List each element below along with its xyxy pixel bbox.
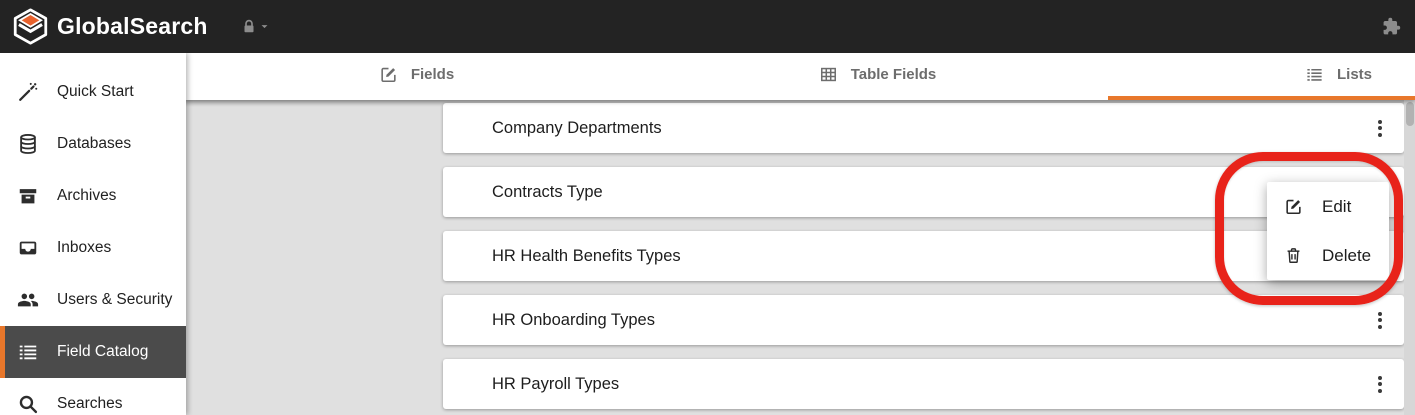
context-menu-label: Delete <box>1322 245 1372 265</box>
lock-icon <box>244 19 254 32</box>
archive-icon <box>17 185 39 207</box>
sidebar-item-label: Searches <box>57 395 123 412</box>
app-title: GlobalSearch <box>57 13 208 39</box>
vertical-scrollbar-track <box>1404 100 1415 415</box>
tab-fields[interactable]: Fields <box>186 53 647 100</box>
lists-collection: Company Departments Contracts Type HR He… <box>443 103 1404 415</box>
sidebar-item-searches[interactable]: Searches <box>0 378 186 415</box>
kebab-menu-icon[interactable] <box>1372 371 1388 397</box>
kebab-menu-icon[interactable] <box>1372 307 1388 333</box>
tab-label: Lists <box>1336 66 1372 83</box>
context-menu-item-delete[interactable]: Delete <box>1267 231 1389 280</box>
table-icon <box>820 67 836 82</box>
kebab-menu-icon[interactable] <box>1372 115 1388 141</box>
vertical-scrollbar-thumb[interactable] <box>1405 102 1414 126</box>
list-row-label: HR Onboarding Types <box>492 310 655 329</box>
sidebar-item-label: Field Catalog <box>57 343 149 360</box>
list-row-hr-onboarding-types[interactable]: HR Onboarding Types <box>443 295 1404 345</box>
list-row-company-departments[interactable]: Company Departments <box>443 103 1404 153</box>
list-icon <box>17 341 39 363</box>
sidebar-item-label: Quick Start <box>57 83 134 100</box>
tab-table-fields[interactable]: Table Fields <box>647 53 1108 100</box>
sidebar-item-archives[interactable]: Archives <box>0 170 186 222</box>
app-header: GlobalSearch <box>0 0 1415 53</box>
main-panel: Fields Table Fields Lists <box>186 53 1415 415</box>
list-row-label: HR Payroll Types <box>492 374 620 393</box>
sidebar-item-users-security[interactable]: Users & Security <box>0 274 186 326</box>
sidebar-item-quick-start[interactable]: Quick Start <box>0 66 186 118</box>
database-icon <box>17 133 39 155</box>
sidebar-item-databases[interactable]: Databases <box>0 118 186 170</box>
list-row-hr-payroll-types[interactable]: HR Payroll Types <box>443 359 1404 409</box>
plugins-button[interactable] <box>1382 17 1401 36</box>
inbox-icon <box>17 237 39 259</box>
field-catalog-tabbar: Fields Table Fields Lists <box>186 53 1415 100</box>
list-row-label: Contracts Type <box>492 182 603 201</box>
list-icon <box>1307 68 1322 81</box>
security-lock-dropdown[interactable] <box>240 18 271 36</box>
sidebar-item-field-catalog[interactable]: Field Catalog <box>0 326 186 378</box>
puzzle-icon <box>1383 17 1401 35</box>
users-icon <box>17 289 39 311</box>
tab-label: Fields <box>410 66 455 83</box>
list-row-label: Company Departments <box>492 118 662 137</box>
list-row-label: HR Health Benefits Types <box>492 246 681 265</box>
edit-icon <box>381 67 396 83</box>
tab-lists[interactable]: Lists <box>1108 53 1415 100</box>
sidebar: Quick Start Databases <box>0 53 186 415</box>
search-icon <box>17 393 39 415</box>
edit-icon <box>1286 199 1301 215</box>
list-row-hr-health-benefits-types[interactable]: HR Health Benefits Types <box>443 231 1404 281</box>
lists-content-area: Company Departments Contracts Type HR He… <box>186 100 1415 415</box>
context-menu-label: Edit <box>1322 196 1352 216</box>
sidebar-item-label: Databases <box>57 135 132 152</box>
globalsearch-logo-icon <box>13 8 48 45</box>
sidebar-item-label: Users & Security <box>57 291 173 308</box>
caret-down-icon <box>261 25 268 29</box>
context-menu-item-edit[interactable]: Edit <box>1267 182 1389 231</box>
trash-icon <box>1287 248 1300 263</box>
sidebar-item-label: Inboxes <box>57 239 112 256</box>
sidebar-item-label: Archives <box>57 187 117 204</box>
tab-label: Table Fields <box>850 66 937 83</box>
sidebar-item-inboxes[interactable]: Inboxes <box>0 222 186 274</box>
wand-icon <box>17 81 39 103</box>
list-row-contracts-type[interactable]: Contracts Type <box>443 167 1404 217</box>
row-context-menu: Edit Delete <box>1267 182 1389 280</box>
